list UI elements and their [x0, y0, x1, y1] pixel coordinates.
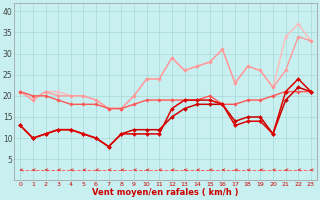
X-axis label: Vent moyen/en rafales ( km/h ): Vent moyen/en rafales ( km/h ) — [92, 188, 239, 197]
